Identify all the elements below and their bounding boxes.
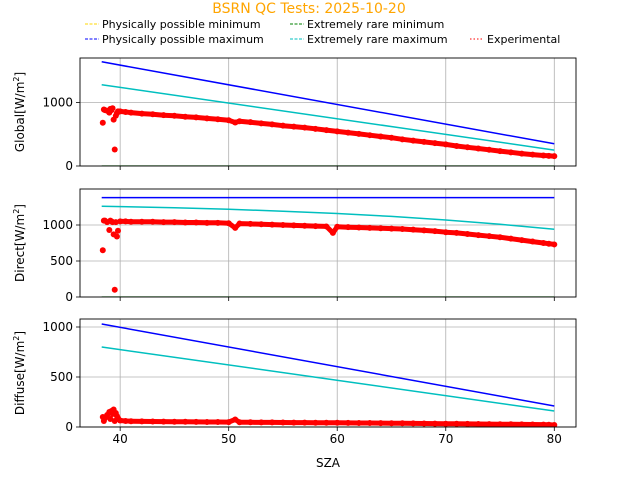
y-tick-label: 0	[65, 420, 73, 434]
y-tick-label: 0	[65, 159, 73, 173]
series-line	[101, 205, 555, 231]
y-tick-label: 1000	[42, 320, 73, 334]
x-tick-label: 80	[547, 432, 562, 446]
legend-label: Experimental	[487, 33, 560, 46]
x-tick-label: 60	[330, 432, 345, 446]
chart-panel: 0 1000 Global[W/m2]	[12, 57, 577, 173]
data-point-band	[117, 417, 557, 427]
series-points	[99, 406, 558, 427]
series-points	[99, 105, 558, 160]
series-line	[101, 323, 555, 407]
legend-label: Extremely rare maximum	[307, 33, 448, 46]
y-tick-label: 1000	[42, 95, 73, 109]
x-tick-label: 70	[438, 432, 453, 446]
data-point	[111, 286, 118, 293]
data-point-band	[117, 218, 557, 247]
series-points	[99, 217, 558, 293]
axes-frame	[79, 188, 577, 298]
legend: Physically possible minimum Extremely rar…	[85, 18, 560, 46]
data-point	[99, 247, 106, 254]
axes-frame	[79, 57, 577, 167]
data-point	[114, 227, 121, 234]
legend-label: Physically possible minimum	[102, 18, 261, 31]
series-line	[101, 83, 555, 151]
legend-entry: Extremely rare maximum	[290, 33, 448, 46]
series-group	[99, 61, 558, 166]
data-point	[111, 146, 118, 153]
legend-label: Extremely rare minimum	[307, 18, 444, 31]
y-tick-label: 500	[50, 254, 73, 268]
data-point	[109, 105, 116, 112]
legend-label: Physically possible maximum	[102, 33, 264, 46]
y-tick-label: 1000	[42, 218, 73, 232]
chart-title: BSRN QC Tests: 2025-10-20	[212, 1, 406, 17]
legend-entry: Physically possible minimum	[85, 18, 261, 31]
series-group	[99, 196, 558, 297]
chart-panel: 0 500 1000 Direct[W/m2]	[12, 188, 577, 304]
data-point	[106, 227, 113, 234]
data-point	[113, 233, 120, 240]
legend-entry: Physically possible maximum	[85, 33, 264, 46]
y-axis-label: Direct[W/m2]	[12, 204, 27, 282]
series-group	[99, 323, 558, 427]
x-tick-label: 40	[113, 432, 128, 446]
axes-frame	[79, 318, 577, 428]
y-tick-label: 0	[65, 290, 73, 304]
y-axis-label: Diffuse[W/m2]	[12, 331, 27, 415]
y-tick-label: 500	[50, 370, 73, 384]
series-line	[101, 61, 555, 145]
data-point-band	[117, 108, 557, 159]
y-axis-label: Global[W/m2]	[12, 72, 27, 152]
legend-entry: Extremely rare minimum	[290, 18, 444, 31]
x-axis-label: SZA	[316, 456, 341, 470]
x-tick-label: 50	[221, 432, 236, 446]
legend-entry: Experimental	[470, 33, 560, 46]
chart-panel: 40 50 60 70 80 0 500 1000 Diffuse[W/m2]	[12, 318, 577, 446]
series-line	[101, 346, 555, 412]
data-point	[99, 119, 106, 126]
